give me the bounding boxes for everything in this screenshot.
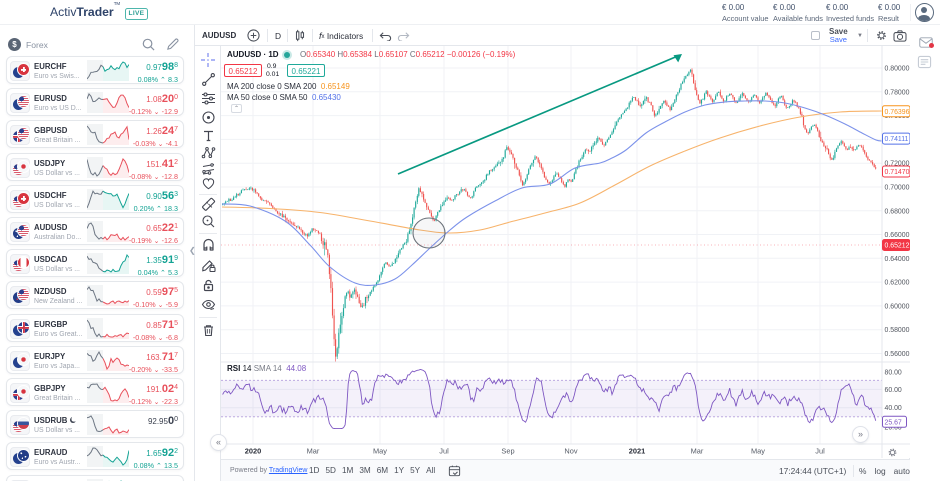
svg-text:Nov: Nov	[564, 447, 577, 456]
svg-text:0.74111: 0.74111	[885, 136, 909, 143]
svg-text:0.70000: 0.70000	[885, 185, 910, 192]
svg-text:0.62000: 0.62000	[885, 280, 910, 287]
svg-text:0.66000: 0.66000	[885, 232, 910, 239]
svg-text:Mar: Mar	[691, 447, 704, 456]
svg-text:2021: 2021	[629, 447, 645, 456]
svg-text:0.64000: 0.64000	[885, 256, 910, 263]
svg-text:Sep: Sep	[501, 447, 514, 456]
svg-text:Mar: Mar	[307, 447, 320, 456]
svg-text:May: May	[373, 447, 387, 456]
svg-text:Jul: Jul	[439, 447, 449, 456]
svg-text:0.80000: 0.80000	[885, 66, 910, 73]
svg-text:0.71470: 0.71470	[885, 169, 910, 176]
svg-text:0.68000: 0.68000	[885, 208, 910, 215]
svg-text:0.78000: 0.78000	[885, 89, 910, 96]
svg-text:May: May	[751, 447, 765, 456]
svg-text:Jul: Jul	[815, 447, 825, 456]
svg-text:80.00: 80.00	[885, 369, 902, 376]
svg-text:0.56000: 0.56000	[885, 351, 910, 358]
svg-text:40.00: 40.00	[885, 405, 902, 412]
svg-text:0.60000: 0.60000	[885, 303, 910, 310]
svg-text:20.00: 20.00	[885, 425, 902, 432]
svg-text:0.72000: 0.72000	[885, 161, 910, 168]
svg-text:25.67: 25.67	[885, 419, 902, 426]
svg-text:0.65212: 0.65212	[885, 243, 910, 250]
svg-text:0.76396: 0.76396	[885, 109, 910, 116]
svg-text:0.58000: 0.58000	[885, 327, 910, 334]
svg-text:2020: 2020	[245, 447, 261, 456]
svg-text:60.00: 60.00	[885, 387, 902, 394]
